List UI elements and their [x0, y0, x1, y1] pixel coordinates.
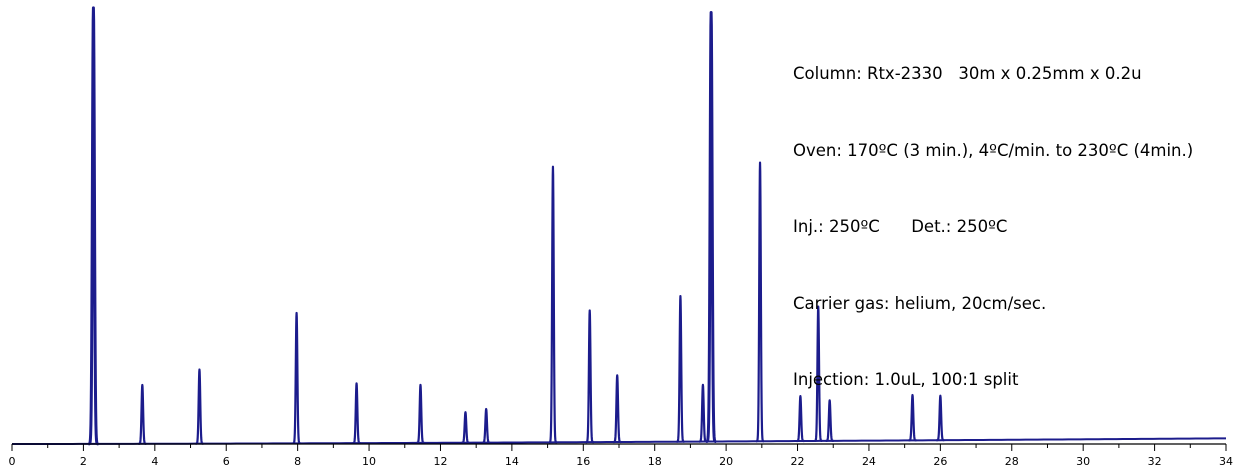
x-tick-label-34: 34 — [1219, 455, 1233, 468]
peak-3 — [194, 368, 205, 445]
peak-4 — [291, 311, 302, 445]
x-tick-label-4: 4 — [151, 455, 158, 468]
peak-13 — [698, 383, 708, 443]
injection-line: Injection: 1.0uL, 100:1 split — [793, 370, 1019, 389]
x-tick-label-32: 32 — [1148, 455, 1162, 468]
x-tick-label-24: 24 — [862, 455, 876, 468]
peak-8 — [481, 407, 492, 444]
peak-15 — [755, 161, 765, 443]
peak-20 — [935, 394, 946, 442]
conditions-panel: Column: Rtx-2330 30m x 0.25mm x 0.2u Ove… — [793, 10, 1235, 418]
peak-12 — [675, 294, 686, 443]
x-tick-label-14: 14 — [505, 455, 519, 468]
column-line: Column: Rtx-2330 30m x 0.25mm x 0.2u — [793, 64, 1142, 83]
peak-2 — [137, 383, 148, 445]
peak-19 — [907, 393, 918, 442]
peak-16 — [795, 395, 806, 443]
x-tick-label-22: 22 — [791, 455, 805, 468]
x-tick-label-20: 20 — [719, 455, 733, 468]
x-tick-label-10: 10 — [362, 455, 376, 468]
x-tick-label-18: 18 — [648, 455, 662, 468]
temperature-line: Inj.: 250ºC Det.: 250ºC — [793, 217, 1008, 236]
x-tick-label-26: 26 — [933, 455, 947, 468]
peak-7 — [460, 411, 471, 444]
peak-17 — [813, 305, 824, 443]
x-tick-label-2: 2 — [80, 455, 87, 468]
x-tick-label-6: 6 — [223, 455, 230, 468]
peak-14 — [704, 11, 718, 444]
peak-9 — [548, 165, 558, 444]
x-tick-label-16: 16 — [576, 455, 590, 468]
x-tick-label-0: 0 — [9, 455, 16, 468]
peak-18 — [824, 399, 835, 442]
carrier-gas-line: Carrier gas: helium, 20cm/sec. — [793, 293, 1047, 313]
peak-10 — [584, 309, 595, 444]
x-tick-label-12: 12 — [433, 455, 447, 468]
x-tick-label-28: 28 — [1005, 455, 1019, 468]
x-tick-label-30: 30 — [1076, 455, 1090, 468]
peak-6 — [415, 383, 426, 445]
oven-line: Oven: 170ºC (3 min.), 4ºC/min. to 230ºC … — [793, 140, 1194, 160]
x-tick-label-8: 8 — [294, 455, 301, 468]
peak-5 — [351, 382, 362, 445]
peak-1 — [87, 6, 100, 446]
peak-11 — [612, 374, 623, 444]
